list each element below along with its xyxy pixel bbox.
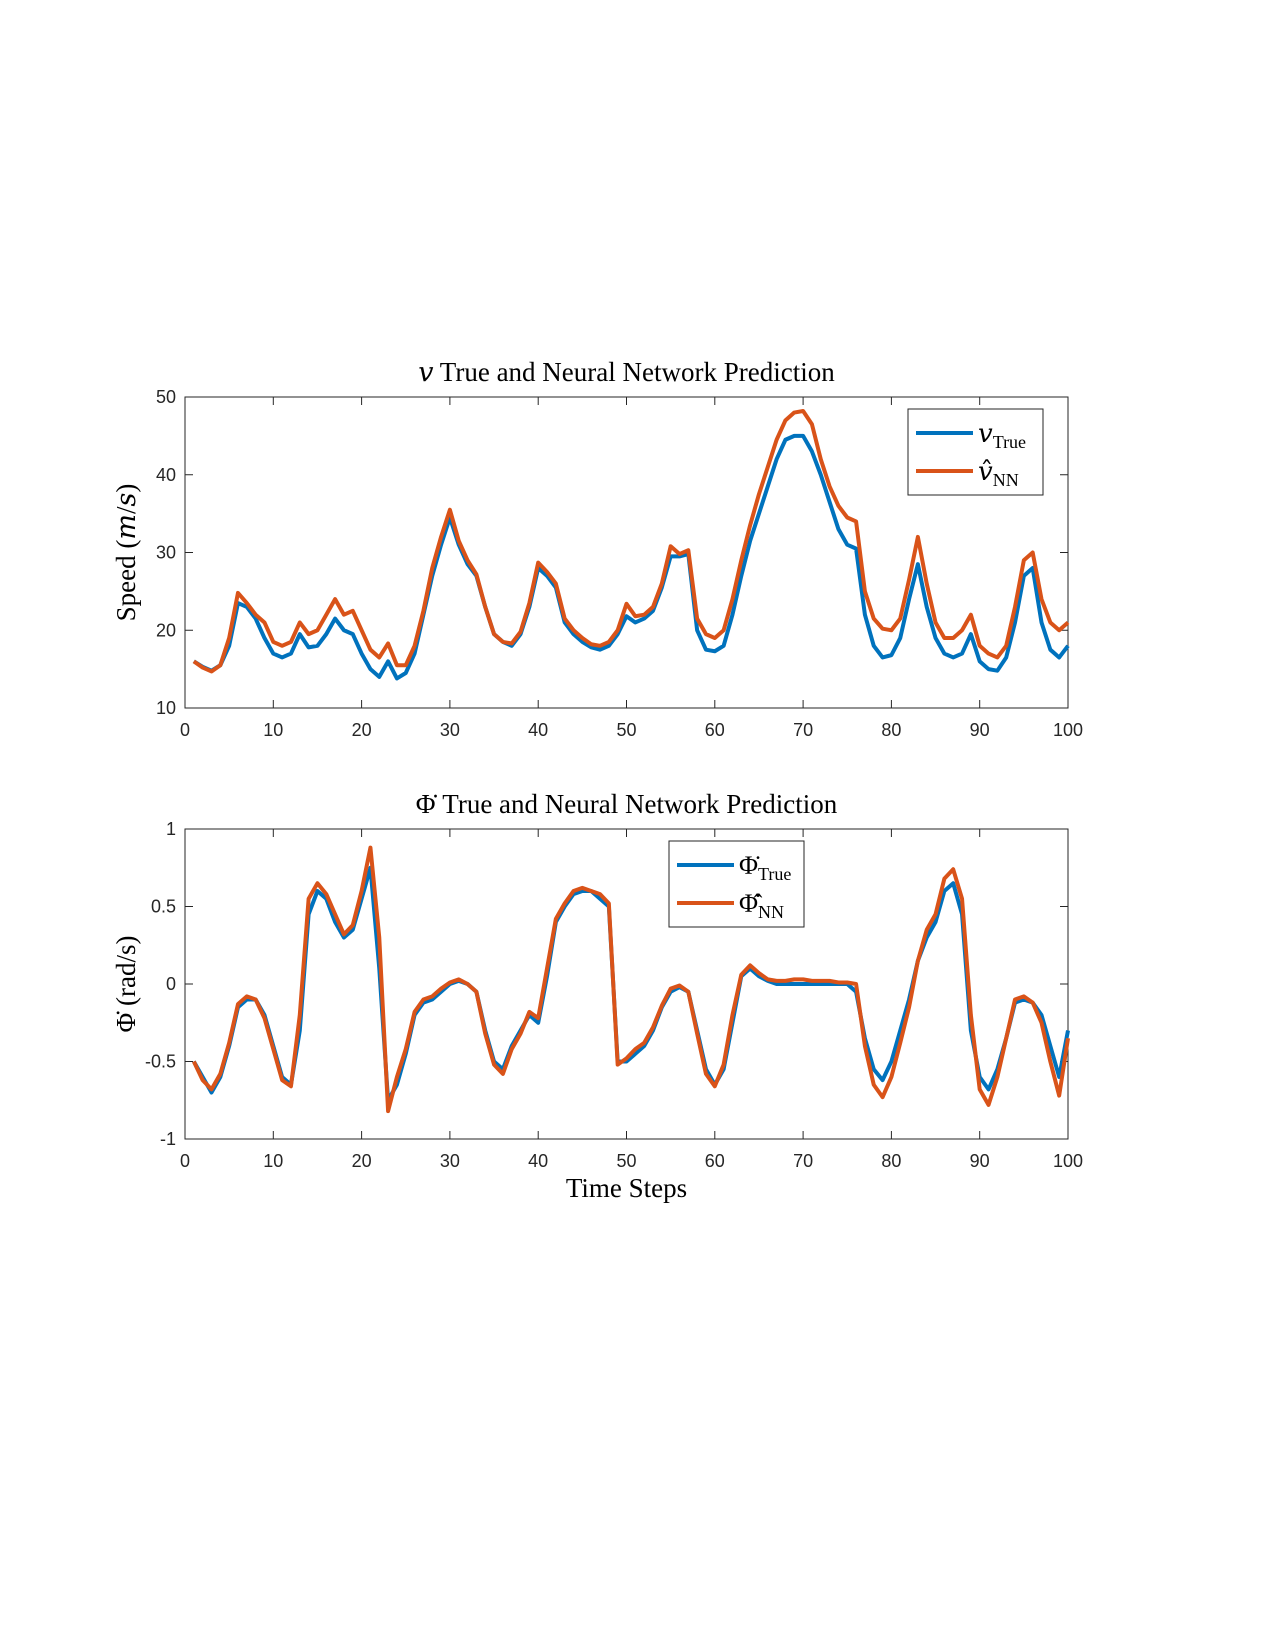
x-tick-label: 50: [616, 720, 636, 740]
x-tick-label: 0: [180, 1151, 190, 1171]
y-tick-label: 10: [156, 698, 176, 718]
legend-subscript: True: [993, 432, 1026, 452]
x-tick-label: 10: [263, 720, 283, 740]
x-tick-label: 50: [616, 1151, 636, 1171]
legend-label: Φ̇True: [739, 851, 791, 884]
x-tick-label: 80: [881, 720, 901, 740]
legend-name: Φ̇: [739, 851, 760, 880]
y-tick-label: -1: [160, 1129, 176, 1149]
legend-box: [907, 408, 1044, 496]
x-tick-label: 20: [352, 1151, 372, 1171]
legend-box: [668, 840, 805, 928]
legend-name: 𝑣: [978, 419, 993, 448]
x-tick-label: 100: [1053, 720, 1083, 740]
legend-label: 𝑣̂NN: [978, 457, 1019, 490]
plot-area: [184, 828, 1069, 1140]
legend-subscript: NN: [758, 902, 784, 922]
data-line: [192, 845, 1070, 1114]
y-axis-label: Φ̇ (rad/s): [111, 936, 141, 1033]
y-tick-label: 20: [156, 620, 176, 640]
x-tick-label: 70: [793, 720, 813, 740]
y-tick-label: 40: [156, 465, 176, 485]
x-tick-label: 70: [793, 1151, 813, 1171]
x-tick-label: 40: [528, 1151, 548, 1171]
x-tick-label: 40: [528, 720, 548, 740]
legend-name: 𝑣̂: [978, 457, 993, 486]
legend-label: 𝑣True: [978, 419, 1026, 452]
x-tick-label: 30: [440, 720, 460, 740]
x-tick-label: 90: [970, 720, 990, 740]
x-tick-label: 100: [1053, 1151, 1083, 1171]
data-line: [192, 408, 1070, 674]
x-tick-label: 60: [705, 720, 725, 740]
y-tick-label: 0.5: [151, 897, 176, 917]
x-tick-label: 90: [970, 1151, 990, 1171]
x-tick-label: 60: [705, 1151, 725, 1171]
y-tick-label: 0: [166, 974, 176, 994]
y-axis-label: Speed (𝑚/𝑠): [111, 484, 141, 622]
x-tick-label: 0: [180, 720, 190, 740]
legend-subscript: NN: [993, 470, 1019, 490]
x-tick-label: 80: [881, 1151, 901, 1171]
x-tick-label: 20: [352, 720, 372, 740]
chart-title: 𝑣 True and Neural Network Prediction: [418, 357, 835, 387]
y-tick-label: -0.5: [145, 1052, 176, 1072]
chart-title: Φ̇ True and Neural Network Prediction: [416, 789, 838, 819]
data-line: [192, 433, 1070, 681]
x-tick-label: 10: [263, 1151, 283, 1171]
legend-subscript: True: [758, 864, 791, 884]
x-tick-label: 30: [440, 1151, 460, 1171]
x-axis-label: Time Steps: [566, 1173, 687, 1203]
y-tick-label: 50: [156, 387, 176, 407]
y-tick-label: 1: [166, 819, 176, 839]
y-tick-label: 30: [156, 543, 176, 563]
